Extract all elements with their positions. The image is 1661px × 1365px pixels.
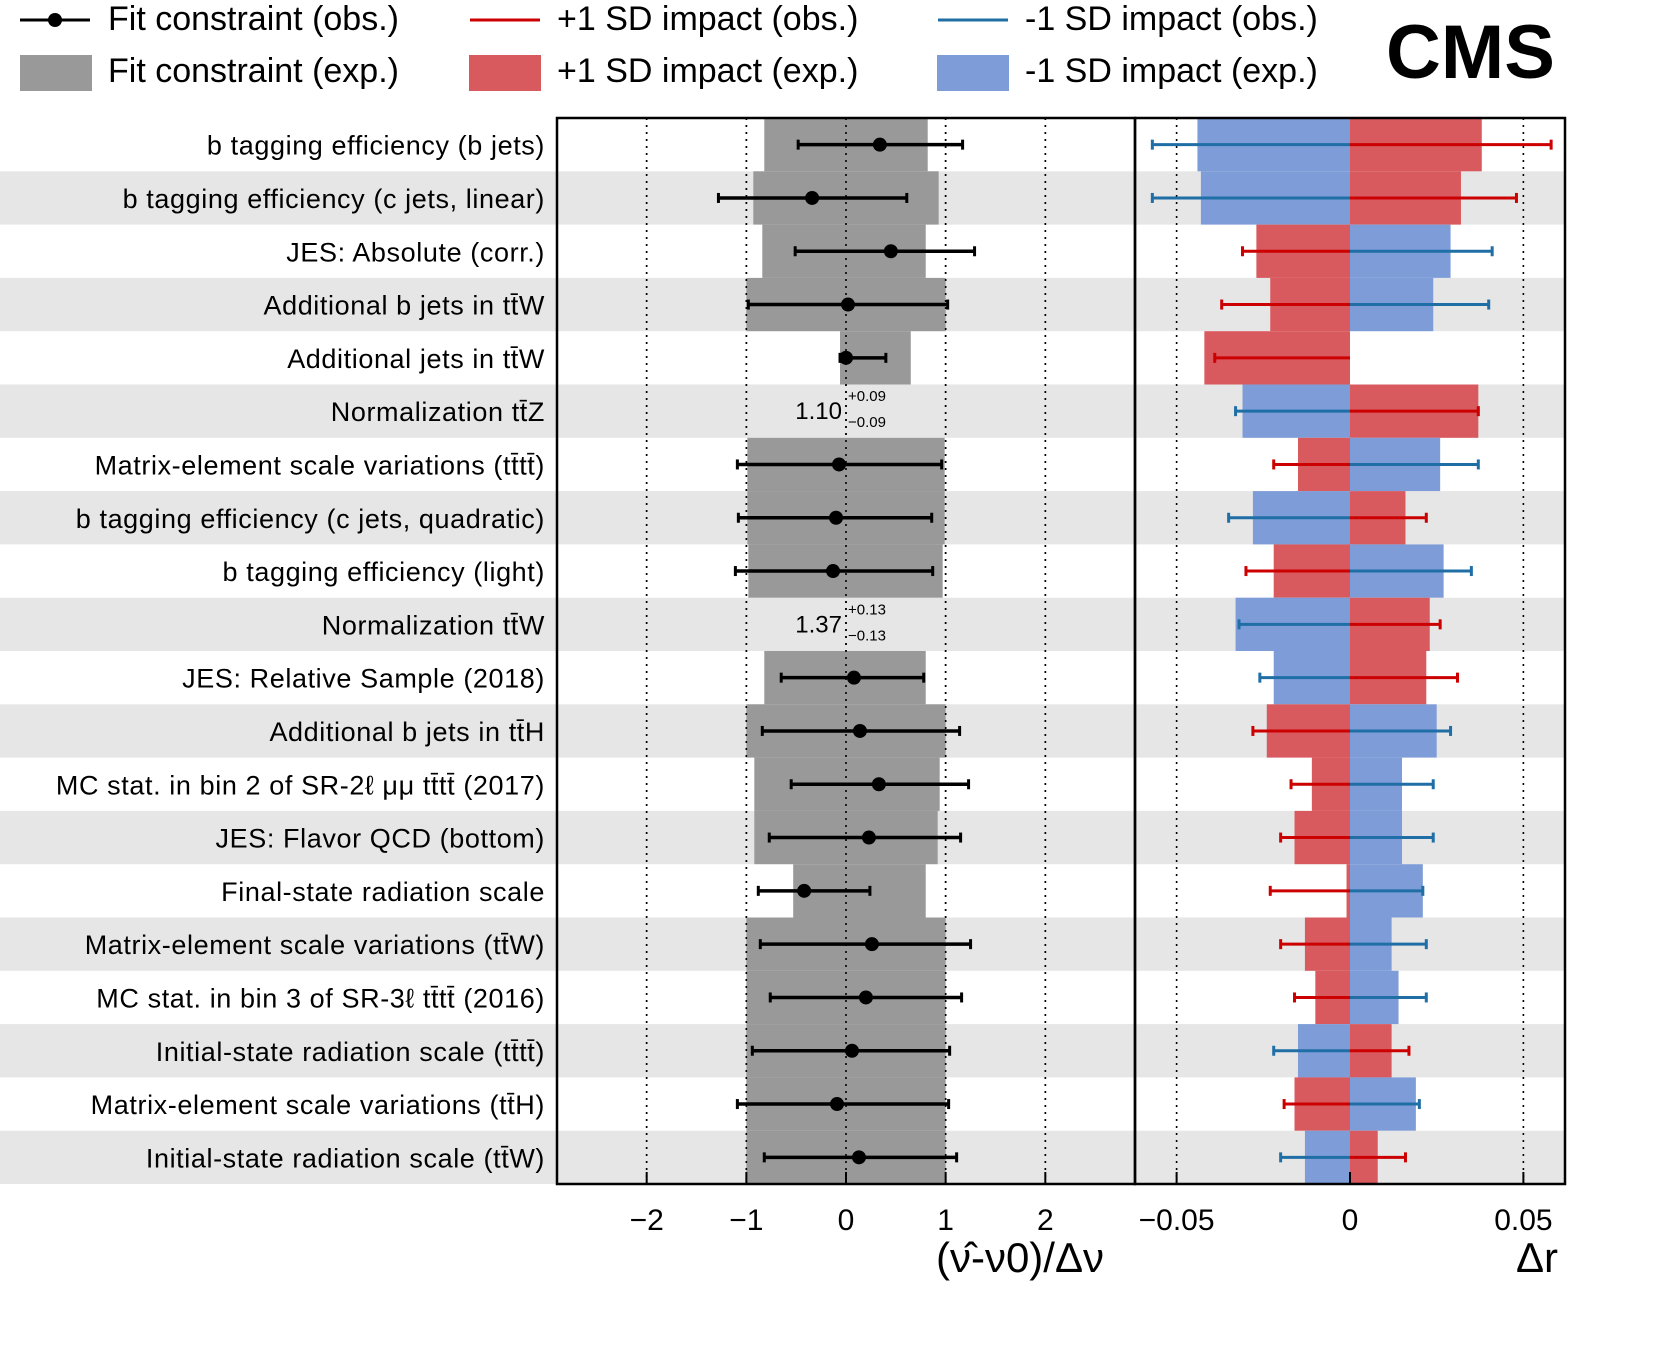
parameter-label: Additional jets in tt̄W (287, 344, 545, 374)
impact-tick-label: 0.05 (1494, 1204, 1552, 1237)
parameter-label: Matrix-element scale variations (tt̄W) (85, 930, 545, 960)
parameter-label: MC stat. in bin 3 of SR-3ℓ tt̄tt̄ (2016) (96, 983, 545, 1013)
pull-point (840, 297, 855, 312)
legend-item-minus-exp: -1 SD impact (exp.) (937, 52, 1318, 91)
pull-tick-label: −2 (630, 1204, 664, 1237)
parameter-label: b tagging efficiency (light) (223, 557, 545, 587)
parameter-label: JES: Relative Sample (2018) (182, 664, 545, 694)
axes: (ν̂-ν0)/Δν Δr −2 −1 0 1 2 −0.05 0 0.05 (630, 1172, 1558, 1281)
parameter-label: b tagging efficiency (c jets, linear) (123, 184, 545, 214)
cms-logo: CMS (1386, 10, 1555, 95)
pull-point (872, 137, 887, 152)
impact-tick-label: 0 (1342, 1204, 1359, 1237)
legend-label-plus-obs: +1 SD impact (obs.) (557, 0, 858, 38)
legend-label-minus-exp: -1 SD impact (exp.) (1025, 52, 1318, 90)
pull-point (883, 244, 898, 259)
legend-label-plus-exp: +1 SD impact (exp.) (557, 52, 858, 90)
pull-tick-label: 2 (1037, 1204, 1054, 1237)
normalization-lower: −0.09 (848, 414, 886, 431)
legend-item-minus-obs: -1 SD impact (obs.) (938, 0, 1318, 38)
impact-axis-title: Δr (1516, 1234, 1558, 1281)
pull-point (846, 670, 861, 685)
parameter-label: Normalization tt̄W (322, 610, 545, 640)
pull-point (805, 190, 820, 205)
legend-label-fit-exp: Fit constraint (exp.) (108, 52, 399, 90)
normalization-upper: +0.09 (848, 388, 886, 405)
parameter-label: Matrix-element scale variations (tt̄H) (91, 1090, 545, 1120)
parameter-label: Additional b jets in tt̄H (269, 717, 545, 747)
legend-label-minus-obs: -1 SD impact (obs.) (1025, 0, 1318, 38)
pull-point (852, 723, 867, 738)
legend-item-plus-exp: +1 SD impact (exp.) (469, 52, 858, 91)
parameter-label: Normalization tt̄Z (331, 397, 545, 427)
parameter-label: Final-state radiation scale (221, 877, 545, 907)
legend-item-fit-obs: Fit constraint (obs.) (20, 0, 399, 38)
legend-label-fit-obs: Fit constraint (obs.) (108, 0, 399, 38)
legend-item-fit-exp: Fit constraint (exp.) (20, 52, 399, 91)
pull-point (864, 937, 879, 952)
normalization-upper: +0.13 (848, 601, 886, 618)
pull-point (861, 830, 876, 845)
normalization-lower: −0.13 (848, 627, 886, 644)
pull-point (858, 990, 873, 1005)
pull-point (839, 350, 853, 365)
pull-axis-title: (ν̂-ν0)/Δν (936, 1234, 1104, 1281)
parameter-label: Additional b jets in tt̄W (263, 291, 545, 321)
parameter-label: MC stat. in bin 2 of SR-2ℓ μμ tt̄tt̄ (20… (56, 770, 545, 800)
parameter-label: b tagging efficiency (b jets) (207, 131, 545, 161)
impact-tick-label: −0.05 (1139, 1204, 1215, 1237)
normalization-value: 1.10 (795, 398, 842, 425)
parameter-label: JES: Flavor QCD (bottom) (216, 824, 545, 854)
parameter-label: Initial-state radiation scale (tt̄W) (146, 1143, 545, 1173)
pull-tick-label: −1 (729, 1204, 763, 1237)
pull-point (830, 1097, 845, 1112)
pull-point (826, 564, 841, 579)
normalization-value: 1.37 (795, 611, 842, 638)
legend-item-plus-obs: +1 SD impact (obs.) (470, 0, 858, 38)
pull-point (871, 777, 886, 792)
pull-panel: 1.10 +0.09 −0.09 1.37 +0.13 −0.13 (645, 118, 1047, 1184)
pull-point (829, 510, 844, 525)
pull-point (851, 1150, 866, 1165)
parameter-label: JES: Absolute (corr.) (286, 237, 545, 267)
parameter-label: Initial-state radiation scale (tt̄tt̄) (156, 1037, 545, 1067)
impact-panel (1150, 118, 1553, 1184)
parameter-label: b tagging efficiency (c jets, quadratic) (76, 504, 545, 534)
pull-point (844, 1043, 859, 1058)
parameter-label: Matrix-element scale variations (tt̄tt̄) (95, 450, 545, 480)
pull-tick-label: 1 (937, 1204, 954, 1237)
pull-point (797, 883, 812, 898)
pull-tick-label: 0 (838, 1204, 855, 1237)
pull-point (832, 457, 847, 472)
parameter-labels: b tagging efficiency (b jets) b tagging e… (56, 131, 545, 1174)
legend: Fit constraint (obs.) +1 SD impact (obs.… (20, 0, 1318, 91)
